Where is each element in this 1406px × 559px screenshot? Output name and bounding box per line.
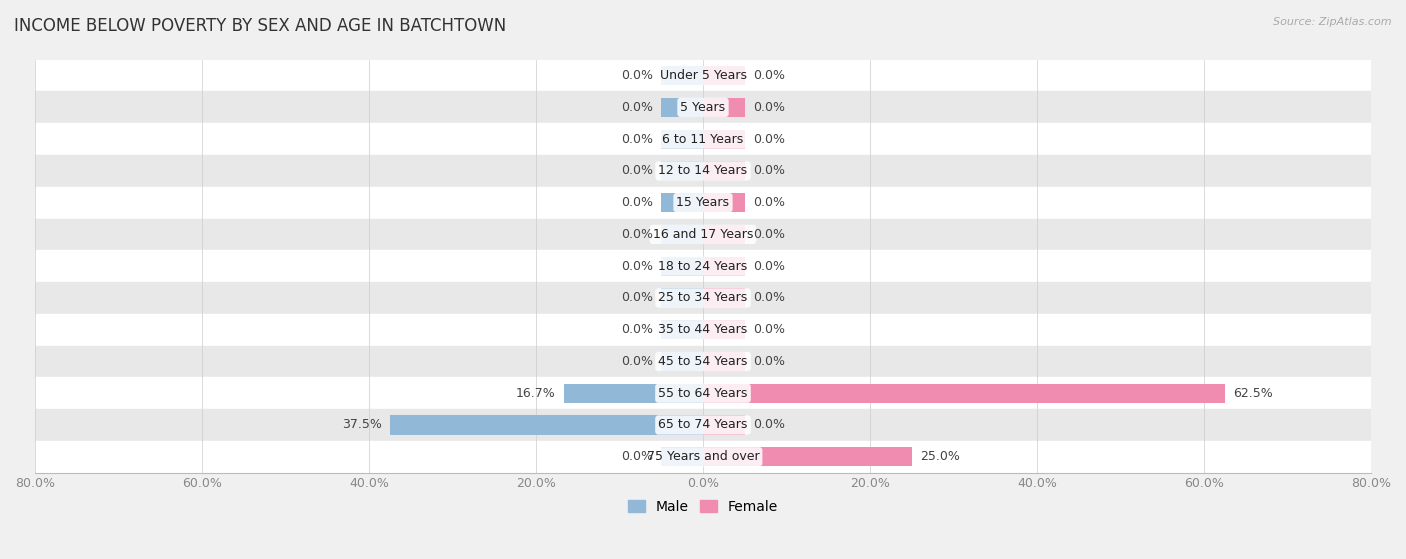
Text: 0.0%: 0.0% bbox=[754, 419, 785, 432]
Text: 0.0%: 0.0% bbox=[621, 450, 652, 463]
Text: 0.0%: 0.0% bbox=[754, 260, 785, 273]
Bar bbox=[703, 257, 745, 276]
Text: 0.0%: 0.0% bbox=[754, 101, 785, 114]
Bar bbox=[703, 162, 745, 181]
Text: 0.0%: 0.0% bbox=[754, 196, 785, 209]
Bar bbox=[703, 320, 745, 339]
Text: 0.0%: 0.0% bbox=[754, 291, 785, 305]
Text: 0.0%: 0.0% bbox=[754, 323, 785, 336]
Text: 0.0%: 0.0% bbox=[754, 228, 785, 241]
Bar bbox=[661, 162, 703, 181]
Text: 15 Years: 15 Years bbox=[676, 196, 730, 209]
Text: 0.0%: 0.0% bbox=[621, 164, 652, 177]
Bar bbox=[35, 377, 1371, 409]
Text: 25.0%: 25.0% bbox=[920, 450, 960, 463]
Text: 0.0%: 0.0% bbox=[754, 69, 785, 82]
Text: 16.7%: 16.7% bbox=[516, 387, 555, 400]
Bar bbox=[661, 130, 703, 149]
Text: 12 to 14 Years: 12 to 14 Years bbox=[658, 164, 748, 177]
Bar bbox=[703, 130, 745, 149]
Text: Under 5 Years: Under 5 Years bbox=[659, 69, 747, 82]
Bar bbox=[389, 415, 703, 434]
Text: 55 to 64 Years: 55 to 64 Years bbox=[658, 387, 748, 400]
Bar bbox=[661, 193, 703, 212]
Text: 5 Years: 5 Years bbox=[681, 101, 725, 114]
Text: 0.0%: 0.0% bbox=[621, 291, 652, 305]
Bar bbox=[661, 98, 703, 117]
Bar bbox=[703, 447, 911, 466]
Text: 62.5%: 62.5% bbox=[1233, 387, 1272, 400]
Bar bbox=[35, 345, 1371, 377]
Bar bbox=[661, 320, 703, 339]
Bar bbox=[661, 66, 703, 85]
Bar bbox=[661, 225, 703, 244]
Text: 0.0%: 0.0% bbox=[621, 196, 652, 209]
Text: 25 to 34 Years: 25 to 34 Years bbox=[658, 291, 748, 305]
Text: 45 to 54 Years: 45 to 54 Years bbox=[658, 355, 748, 368]
Text: 0.0%: 0.0% bbox=[621, 69, 652, 82]
Bar bbox=[564, 383, 703, 402]
Bar bbox=[35, 409, 1371, 441]
Text: 0.0%: 0.0% bbox=[621, 228, 652, 241]
Text: 65 to 74 Years: 65 to 74 Years bbox=[658, 419, 748, 432]
Bar bbox=[703, 225, 745, 244]
Text: 0.0%: 0.0% bbox=[621, 101, 652, 114]
Bar bbox=[703, 288, 745, 307]
Bar bbox=[35, 219, 1371, 250]
Bar bbox=[703, 98, 745, 117]
Bar bbox=[35, 441, 1371, 472]
Text: 0.0%: 0.0% bbox=[754, 355, 785, 368]
Text: 0.0%: 0.0% bbox=[621, 260, 652, 273]
Bar bbox=[35, 282, 1371, 314]
Legend: Male, Female: Male, Female bbox=[623, 494, 783, 519]
Text: 37.5%: 37.5% bbox=[342, 419, 381, 432]
Bar bbox=[703, 415, 745, 434]
Bar bbox=[703, 66, 745, 85]
Bar bbox=[703, 193, 745, 212]
Text: 75 Years and over: 75 Years and over bbox=[647, 450, 759, 463]
Bar bbox=[35, 60, 1371, 92]
Bar bbox=[703, 352, 745, 371]
Bar bbox=[703, 383, 1225, 402]
Text: 0.0%: 0.0% bbox=[754, 164, 785, 177]
Bar bbox=[35, 92, 1371, 123]
Bar bbox=[35, 314, 1371, 345]
Text: 0.0%: 0.0% bbox=[621, 323, 652, 336]
Text: 18 to 24 Years: 18 to 24 Years bbox=[658, 260, 748, 273]
Text: 0.0%: 0.0% bbox=[621, 132, 652, 146]
Text: 0.0%: 0.0% bbox=[621, 355, 652, 368]
Text: 35 to 44 Years: 35 to 44 Years bbox=[658, 323, 748, 336]
Text: Source: ZipAtlas.com: Source: ZipAtlas.com bbox=[1274, 17, 1392, 27]
Bar bbox=[661, 257, 703, 276]
Text: 0.0%: 0.0% bbox=[754, 132, 785, 146]
Text: 16 and 17 Years: 16 and 17 Years bbox=[652, 228, 754, 241]
Bar bbox=[35, 123, 1371, 155]
Text: 6 to 11 Years: 6 to 11 Years bbox=[662, 132, 744, 146]
Text: INCOME BELOW POVERTY BY SEX AND AGE IN BATCHTOWN: INCOME BELOW POVERTY BY SEX AND AGE IN B… bbox=[14, 17, 506, 35]
Bar bbox=[35, 250, 1371, 282]
Bar bbox=[35, 155, 1371, 187]
Bar bbox=[35, 187, 1371, 219]
Bar bbox=[661, 288, 703, 307]
Bar bbox=[661, 352, 703, 371]
Bar bbox=[661, 447, 703, 466]
